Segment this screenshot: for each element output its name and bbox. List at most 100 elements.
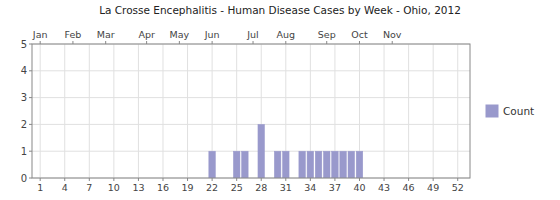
x-tick-label: 10 (108, 182, 120, 193)
x2-tick-label: Aug (277, 29, 296, 40)
x-grid-line (162, 44, 163, 178)
y-tick (29, 124, 32, 125)
legend-swatch (486, 105, 498, 117)
x-tick (64, 178, 65, 181)
legend-label: Count (503, 105, 534, 117)
bar (315, 151, 322, 178)
y-tick (29, 70, 32, 71)
x-tick (334, 178, 335, 181)
x-tick (40, 178, 41, 181)
bar (299, 151, 306, 178)
x-tick-label: 25 (231, 182, 243, 193)
x-grid-line (138, 44, 139, 178)
x2-tick-label: Apr (138, 29, 155, 40)
chart: La Crosse Encephalitis - Human Disease C… (0, 0, 560, 200)
x-tick-label: 22 (206, 182, 218, 193)
x-tick (457, 178, 458, 181)
x2-tick (212, 41, 213, 44)
x-tick-label: 49 (427, 182, 439, 193)
x2-tick-label: Feb (65, 29, 82, 40)
x-grid-line (408, 44, 409, 178)
x2-tick (359, 41, 360, 44)
x-grid-line (187, 44, 188, 178)
x-tick-label: 19 (182, 182, 194, 193)
x2-tick (392, 41, 393, 44)
x2-tick (179, 41, 180, 44)
x2-tick-label: Mar (97, 29, 115, 40)
bars (209, 124, 363, 178)
x-tick-label: 40 (353, 182, 365, 193)
y-tick-label: 4 (21, 65, 27, 76)
bar (340, 151, 347, 178)
title: La Crosse Encephalitis - Human Disease C… (99, 4, 461, 16)
x-tick-label: 7 (86, 182, 92, 193)
x-tick (433, 178, 434, 181)
x-tick (187, 178, 188, 181)
x-grid-line (113, 44, 114, 178)
x-tick (236, 178, 237, 181)
y-grid-line (32, 124, 470, 125)
x-tick (89, 178, 90, 181)
y-tick (29, 151, 32, 152)
x2-tick-label: Sep (318, 29, 336, 40)
bar (356, 151, 363, 178)
x-tick-label: 34 (304, 182, 316, 193)
x-tick (384, 178, 385, 181)
bar (233, 151, 240, 178)
y-tick-label: 3 (21, 92, 27, 103)
x-tick (285, 178, 286, 181)
x2-tick-label: Jul (246, 29, 258, 40)
bar (242, 151, 249, 178)
x2-tick (72, 41, 73, 44)
x-grid-line (384, 44, 385, 178)
x-grid-line (64, 44, 65, 178)
y-tick-label: 0 (21, 173, 27, 184)
x2-tick-label: Nov (383, 29, 402, 40)
x2-tick (105, 41, 106, 44)
bar (209, 151, 216, 178)
x-tick-label: 43 (378, 182, 390, 193)
x-tick (359, 178, 360, 181)
x-grid-line (40, 44, 41, 178)
x-tick-label: 28 (255, 182, 267, 193)
y-grid-line (32, 97, 470, 98)
x2-tick (253, 41, 254, 44)
plot-frame (32, 44, 470, 178)
x-tick (408, 178, 409, 181)
x2-tick-label: Oct (351, 29, 368, 40)
x-tick (113, 178, 114, 181)
y-grid-line (32, 70, 470, 71)
x2-tick (326, 41, 327, 44)
x-grid-line (457, 44, 458, 178)
x-tick (162, 178, 163, 181)
y-grid-line (32, 151, 470, 152)
x-tick (310, 178, 311, 181)
x-tick-label: 37 (329, 182, 341, 193)
bar (258, 124, 265, 178)
x-tick (261, 178, 262, 181)
y-tick-label: 5 (21, 39, 27, 50)
y-tick-label: 2 (21, 119, 27, 130)
x-tick-label: 4 (62, 182, 68, 193)
x2-tick (40, 41, 41, 44)
y-tick-label: 1 (21, 146, 27, 157)
x-tick-label: 31 (280, 182, 292, 193)
y-tick (29, 178, 32, 179)
y-tick (29, 97, 32, 98)
bar (323, 151, 330, 178)
x-tick-label: 13 (132, 182, 144, 193)
x-tick-label: 1 (37, 182, 43, 193)
bar (274, 151, 281, 178)
x-tick-label: 46 (403, 182, 415, 193)
x-tick (138, 178, 139, 181)
legend: Count (486, 105, 534, 117)
bar (307, 151, 314, 178)
x-tick-label: 16 (157, 182, 169, 193)
x-grid-line (433, 44, 434, 178)
y-tick (29, 44, 32, 45)
x2-tick-label: May (170, 29, 190, 40)
grid (32, 44, 470, 178)
x2-tick (146, 41, 147, 44)
x2-tick-label: Jan (32, 29, 48, 40)
bar (348, 151, 355, 178)
